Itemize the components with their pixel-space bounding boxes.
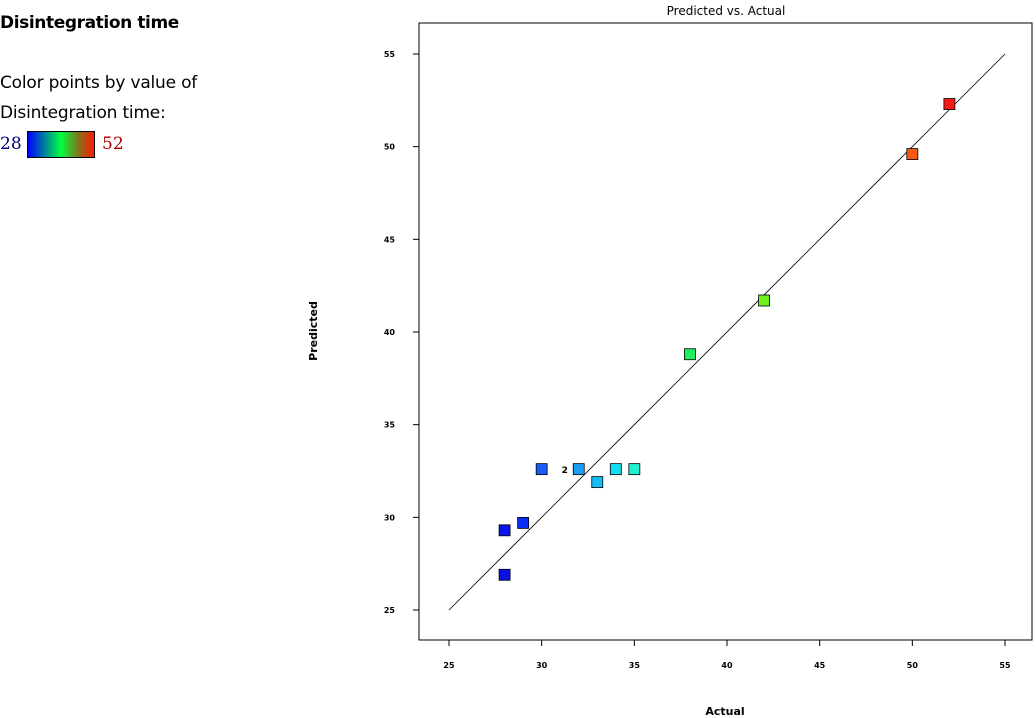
response-title: Disintegration time: [0, 13, 179, 33]
x-tick-label: 30: [536, 661, 548, 670]
data-point: [572, 463, 585, 476]
color-caption-line2: Disintegration time:: [0, 103, 166, 123]
data-point: [535, 463, 548, 476]
data-point: [609, 463, 622, 476]
point-count-label: 2: [562, 466, 568, 476]
color-legend-min: 28: [0, 134, 22, 154]
data-point: [684, 348, 696, 361]
data-points: 2: [498, 98, 956, 581]
reference-line-group: [448, 53, 1006, 611]
data-point: [758, 294, 770, 307]
y-tick-label: 35: [384, 421, 396, 430]
x-tick-label: 55: [999, 661, 1011, 670]
data-point: [943, 98, 956, 110]
reference-line: [448, 53, 1006, 611]
y-tick-label: 50: [384, 143, 396, 152]
y-tick-label: 25: [384, 606, 396, 615]
plot-area: [418, 22, 1033, 641]
color-caption-line1: Color points by value of: [0, 73, 198, 93]
data-point: [628, 463, 641, 476]
color-legend-max: 52: [102, 134, 124, 154]
x-tick-label: 25: [443, 661, 455, 670]
y-axis-label: Predicted: [307, 301, 320, 361]
data-point: [517, 516, 530, 529]
x-tick-label: 40: [721, 661, 733, 670]
color-gradient-bar: [27, 131, 95, 158]
axis-ticks: 25 30 35 40 45 50 55 25 30 35 40 45 50 55: [384, 50, 1011, 670]
y-tick-label: 45: [384, 235, 396, 244]
x-tick-label: 50: [907, 661, 919, 670]
data-point: [498, 524, 511, 537]
chart-title: Predicted vs. Actual: [667, 4, 786, 18]
y-tick-label: 55: [384, 50, 396, 59]
y-tick-label: 30: [384, 513, 396, 522]
x-tick-label: 35: [629, 661, 641, 670]
data-point: [591, 476, 604, 489]
data-point: [906, 148, 919, 160]
x-tick-label: 45: [814, 661, 826, 670]
y-tick-label: 40: [384, 328, 396, 337]
data-point: [498, 568, 511, 581]
x-axis-label: Actual: [705, 705, 744, 718]
